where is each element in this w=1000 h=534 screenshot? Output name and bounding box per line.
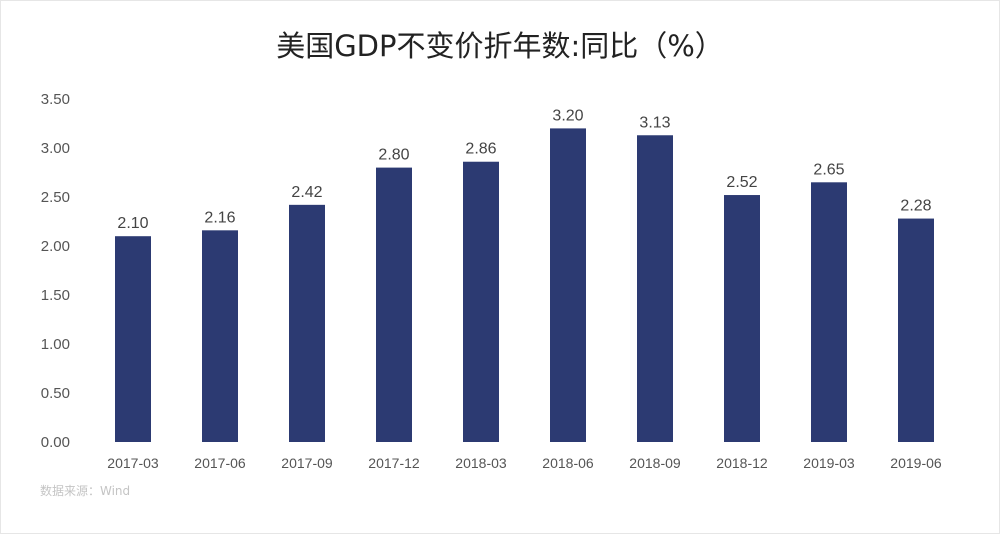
x-tick-label: 2017-12 [368, 455, 420, 471]
x-tick-label: 2018-09 [629, 455, 681, 471]
x-tick-label: 2018-03 [455, 455, 507, 471]
bar-value-label: 2.80 [378, 147, 409, 164]
x-tick-label: 2018-06 [542, 455, 594, 471]
x-tick-label: 2019-06 [890, 455, 942, 471]
bar [550, 128, 586, 442]
y-tick-label: 0.00 [41, 434, 70, 451]
bar [289, 204, 325, 442]
y-tick-label: 0.50 [41, 385, 70, 402]
bar-value-label: 2.10 [117, 215, 148, 232]
source-note: 数据来源：Wind [40, 483, 130, 498]
chart-title: 美国GDP不变价折年数:同比（%） [276, 29, 724, 63]
y-tick-label: 3.00 [41, 140, 70, 157]
x-axis: 2017-03 2017-06 2017-09 2017-12 2018-03 2018-… [107, 455, 942, 471]
bar-value-label: 2.28 [900, 198, 931, 215]
y-tick-label: 1.00 [41, 336, 70, 353]
y-axis: 0.00 0.50 1.00 1.50 2.00 2.50 3.00 3.50 [41, 91, 70, 451]
bar [898, 218, 934, 442]
y-tick-label: 3.50 [41, 91, 70, 108]
bars-group: 2.10 2.16 2.42 2.80 2.86 3.20 3.13 2.52 2.65 2.28 [115, 107, 934, 443]
y-tick-label: 2.00 [41, 238, 70, 255]
bar-value-label: 2.52 [726, 174, 757, 191]
x-tick-label: 2018-12 [716, 455, 768, 471]
bar-value-label: 2.16 [204, 209, 235, 226]
y-tick-label: 1.50 [41, 287, 70, 304]
bar [463, 161, 499, 442]
bar [115, 236, 151, 442]
bar-value-label: 3.20 [552, 107, 583, 124]
bar [376, 167, 412, 442]
bar-value-label: 3.13 [639, 114, 670, 131]
bar [637, 135, 673, 442]
x-tick-label: 2019-03 [803, 455, 855, 471]
y-tick-label: 2.50 [41, 189, 70, 206]
x-tick-label: 2017-09 [281, 455, 333, 471]
bar-value-label: 2.86 [465, 141, 496, 158]
bar [811, 182, 847, 443]
bar-value-label: 2.65 [813, 161, 844, 178]
bar-value-label: 2.42 [291, 184, 322, 201]
bar [724, 195, 760, 442]
x-tick-label: 2017-06 [194, 455, 246, 471]
bar [202, 230, 238, 442]
x-tick-label: 2017-03 [107, 455, 159, 471]
